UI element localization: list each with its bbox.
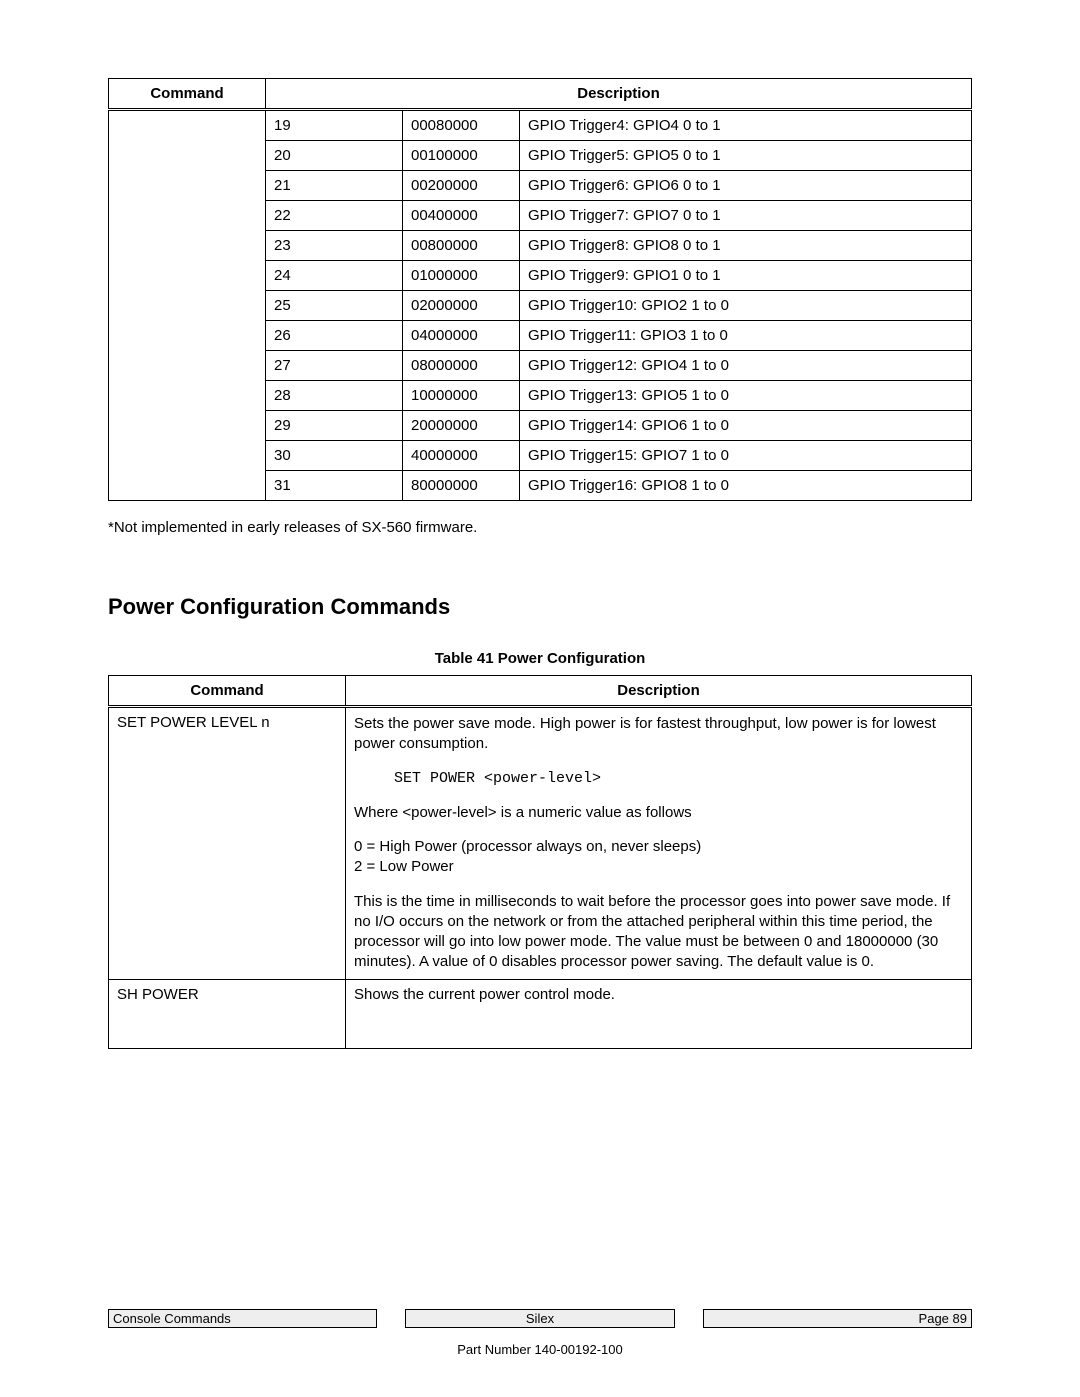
t2-desc-1: Shows the current power control mode. — [346, 979, 972, 1048]
t1-num-cell: 31 — [266, 471, 403, 501]
t2-r0-code: SET POWER <power-level> — [354, 769, 963, 789]
t1-hex-cell: 04000000 — [403, 321, 520, 351]
t1-blank-cell — [109, 201, 266, 231]
gpio-trigger-table: Command Description 1900080000GPIO Trigg… — [108, 78, 972, 501]
table-row: 2300800000GPIO Trigger8: GPIO8 0 to 1 — [109, 231, 972, 261]
t1-num-cell: 20 — [266, 141, 403, 171]
t1-blank-cell — [109, 141, 266, 171]
t2-r0-p4: This is the time in milliseconds to wait… — [354, 892, 963, 973]
table-row: 2100200000GPIO Trigger6: GPIO6 0 to 1 — [109, 171, 972, 201]
table-row: SH POWER Shows the current power control… — [109, 979, 972, 1048]
t1-head-command: Command — [109, 79, 266, 110]
footer-partnum: Part Number 140-00192-100 — [108, 1342, 972, 1357]
t1-blank-cell — [109, 291, 266, 321]
t1-desc-cell: GPIO Trigger11: GPIO3 1 to 0 — [520, 321, 972, 351]
t1-hex-cell: 00800000 — [403, 231, 520, 261]
t1-blank-cell — [109, 351, 266, 381]
t2-r0-p3b: 2 = Low Power — [354, 858, 454, 875]
t1-num-cell: 30 — [266, 441, 403, 471]
footer-left: Console Commands — [108, 1309, 377, 1328]
t2-cmd-0: SET POWER LEVEL n — [109, 707, 346, 980]
table-row: 1900080000GPIO Trigger4: GPIO4 0 to 1 — [109, 110, 972, 141]
t1-hex-cell: 00080000 — [403, 110, 520, 141]
t1-blank-cell — [109, 321, 266, 351]
t2-r0-p2: Where <power-level> is a numeric value a… — [354, 803, 963, 823]
t1-hex-cell: 20000000 — [403, 411, 520, 441]
t2-desc-0: Sets the power save mode. High power is … — [346, 707, 972, 980]
t2-r0-p1: Sets the power save mode. High power is … — [354, 714, 963, 755]
power-config-table: Command Description SET POWER LEVEL n Se… — [108, 675, 972, 1049]
t1-desc-cell: GPIO Trigger7: GPIO7 0 to 1 — [520, 201, 972, 231]
t2-head-description: Description — [346, 676, 972, 707]
t1-num-cell: 29 — [266, 411, 403, 441]
t1-desc-cell: GPIO Trigger14: GPIO6 1 to 0 — [520, 411, 972, 441]
t1-hex-cell: 02000000 — [403, 291, 520, 321]
table-row: 2502000000GPIO Trigger10: GPIO2 1 to 0 — [109, 291, 972, 321]
t1-desc-cell: GPIO Trigger15: GPIO7 1 to 0 — [520, 441, 972, 471]
t1-desc-cell: GPIO Trigger4: GPIO4 0 to 1 — [520, 110, 972, 141]
t1-num-cell: 22 — [266, 201, 403, 231]
table-row: SET POWER LEVEL n Sets the power save mo… — [109, 707, 972, 980]
table-row: 2708000000GPIO Trigger12: GPIO4 1 to 0 — [109, 351, 972, 381]
t1-hex-cell: 00200000 — [403, 171, 520, 201]
table-row: 3180000000GPIO Trigger16: GPIO8 1 to 0 — [109, 471, 972, 501]
t1-hex-cell: 40000000 — [403, 441, 520, 471]
table-row: 2200400000GPIO Trigger7: GPIO7 0 to 1 — [109, 201, 972, 231]
t1-head-description: Description — [266, 79, 972, 110]
t1-desc-cell: GPIO Trigger8: GPIO8 0 to 1 — [520, 231, 972, 261]
t2-r0-p3a: 0 = High Power (processor always on, nev… — [354, 838, 701, 855]
t1-blank-cell — [109, 171, 266, 201]
page-footer: Console Commands Silex Page 89 Part Numb… — [108, 1309, 972, 1357]
table-row: 2401000000GPIO Trigger9: GPIO1 0 to 1 — [109, 261, 972, 291]
t1-hex-cell: 00100000 — [403, 141, 520, 171]
t2-r0-p3: 0 = High Power (processor always on, nev… — [354, 837, 963, 878]
t1-hex-cell: 80000000 — [403, 471, 520, 501]
t1-blank-cell — [109, 381, 266, 411]
t1-num-cell: 28 — [266, 381, 403, 411]
t1-hex-cell: 10000000 — [403, 381, 520, 411]
table-row: 2000100000GPIO Trigger5: GPIO5 0 to 1 — [109, 141, 972, 171]
t1-blank-cell — [109, 110, 266, 141]
t1-hex-cell: 00400000 — [403, 201, 520, 231]
t1-num-cell: 25 — [266, 291, 403, 321]
t1-desc-cell: GPIO Trigger10: GPIO2 1 to 0 — [520, 291, 972, 321]
footnote-text: *Not implemented in early releases of SX… — [108, 519, 972, 536]
t1-desc-cell: GPIO Trigger9: GPIO1 0 to 1 — [520, 261, 972, 291]
t1-num-cell: 23 — [266, 231, 403, 261]
t1-num-cell: 26 — [266, 321, 403, 351]
t1-hex-cell: 08000000 — [403, 351, 520, 381]
table-row: 3040000000GPIO Trigger15: GPIO7 1 to 0 — [109, 441, 972, 471]
table-row: 2920000000GPIO Trigger14: GPIO6 1 to 0 — [109, 411, 972, 441]
table-row: 2810000000GPIO Trigger13: GPIO5 1 to 0 — [109, 381, 972, 411]
t1-desc-cell: GPIO Trigger16: GPIO8 1 to 0 — [520, 471, 972, 501]
section-heading: Power Configuration Commands — [108, 594, 972, 620]
footer-right: Page 89 — [703, 1309, 972, 1328]
footer-mid: Silex — [405, 1309, 674, 1328]
t1-blank-cell — [109, 231, 266, 261]
t1-desc-cell: GPIO Trigger6: GPIO6 0 to 1 — [520, 171, 972, 201]
t1-num-cell: 21 — [266, 171, 403, 201]
t2-cmd-1: SH POWER — [109, 979, 346, 1048]
t2-head-command: Command — [109, 676, 346, 707]
t1-num-cell: 24 — [266, 261, 403, 291]
t1-desc-cell: GPIO Trigger5: GPIO5 0 to 1 — [520, 141, 972, 171]
table2-caption: Table 41 Power Configuration — [108, 650, 972, 667]
t1-blank-cell — [109, 441, 266, 471]
t1-desc-cell: GPIO Trigger12: GPIO4 1 to 0 — [520, 351, 972, 381]
t1-num-cell: 19 — [266, 110, 403, 141]
t1-hex-cell: 01000000 — [403, 261, 520, 291]
t1-num-cell: 27 — [266, 351, 403, 381]
t1-blank-cell — [109, 261, 266, 291]
t1-blank-cell — [109, 471, 266, 501]
t1-desc-cell: GPIO Trigger13: GPIO5 1 to 0 — [520, 381, 972, 411]
table-row: 2604000000GPIO Trigger11: GPIO3 1 to 0 — [109, 321, 972, 351]
t1-blank-cell — [109, 411, 266, 441]
